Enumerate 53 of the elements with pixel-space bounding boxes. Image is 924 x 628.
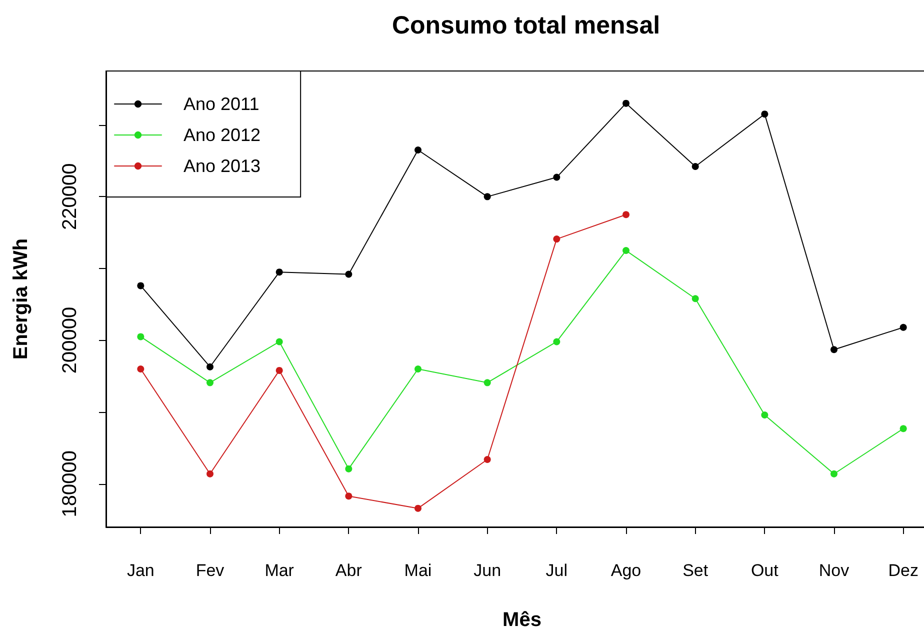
point bbox=[414, 504, 422, 512]
y-axis-title: Energia kWh bbox=[10, 238, 32, 360]
x-tick-label: Dez bbox=[888, 561, 918, 580]
point bbox=[137, 282, 144, 290]
legend-label: Ano 2013 bbox=[184, 156, 261, 176]
x-tick-label: Out bbox=[750, 561, 779, 580]
point bbox=[276, 268, 283, 276]
x-axis-title: Mês bbox=[502, 609, 542, 628]
x-tick-label: Mar bbox=[264, 561, 294, 580]
point bbox=[761, 411, 768, 418]
point bbox=[553, 338, 560, 346]
point bbox=[484, 379, 491, 386]
x-tick-label: Mai bbox=[404, 561, 432, 580]
point bbox=[345, 465, 352, 472]
point bbox=[414, 366, 422, 373]
point bbox=[206, 470, 214, 478]
point bbox=[830, 470, 838, 478]
point bbox=[900, 425, 907, 432]
x-tick-label: Abr bbox=[335, 561, 362, 580]
y-tick-label: 220000 bbox=[59, 163, 81, 230]
point bbox=[692, 163, 699, 170]
point bbox=[137, 333, 144, 340]
x-tick-label: Fev bbox=[196, 561, 225, 580]
legend-label: Ano 2012 bbox=[184, 125, 261, 145]
point bbox=[276, 338, 283, 346]
point bbox=[414, 146, 422, 154]
chart-title: Consumo total mensal bbox=[392, 12, 660, 40]
point bbox=[137, 366, 144, 373]
y-tick-label: 180000 bbox=[59, 450, 81, 518]
x-tick-label: Jul bbox=[546, 561, 568, 580]
y-tick-label: 200000 bbox=[59, 306, 81, 374]
point bbox=[345, 270, 352, 278]
point bbox=[553, 236, 560, 243]
point bbox=[761, 110, 768, 118]
point bbox=[553, 174, 560, 181]
x-tick-label: Set bbox=[682, 561, 708, 580]
point bbox=[345, 492, 352, 500]
x-tick-label: Ago bbox=[610, 561, 642, 580]
point bbox=[484, 193, 491, 200]
x-tick-label: Nov bbox=[818, 561, 850, 580]
point bbox=[206, 363, 214, 370]
legend-label: Ano 2011 bbox=[184, 94, 260, 114]
point bbox=[622, 100, 630, 107]
x-tick-label: Jan bbox=[126, 561, 154, 580]
point bbox=[622, 211, 630, 218]
point bbox=[484, 456, 491, 463]
point bbox=[206, 379, 214, 386]
point bbox=[830, 346, 838, 354]
point bbox=[900, 324, 907, 331]
point bbox=[692, 295, 699, 302]
point bbox=[622, 247, 630, 254]
point bbox=[276, 366, 283, 374]
x-tick-label: Jun bbox=[474, 561, 502, 580]
